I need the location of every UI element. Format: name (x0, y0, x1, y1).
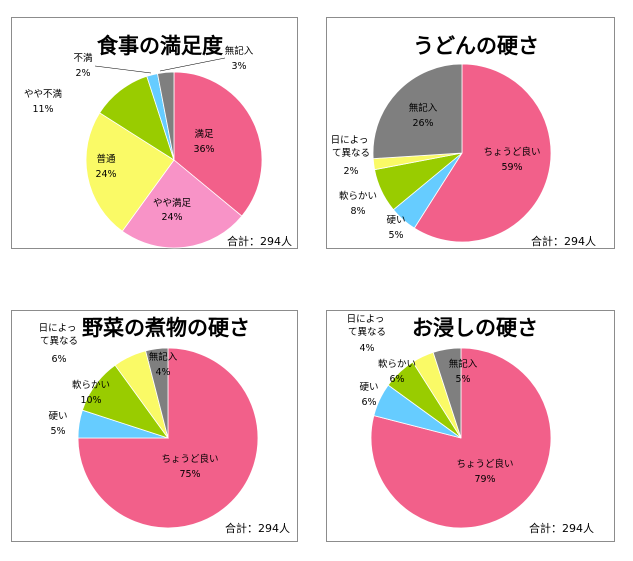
slice-pct: 11% (32, 104, 53, 115)
pie-chart-udon-firmness: うどんの硬さ ちょうど良い 59% 硬い 5% 軟らかい 8% 日によっ て異な… (331, 34, 596, 248)
slice-label: 無記入 (225, 45, 254, 57)
slice-label: やや満足 (153, 198, 192, 209)
slice-pct: 6% (361, 397, 376, 408)
chart-panel-udon-firmness: うどんの硬さ ちょうど良い 59% 硬い 5% 軟らかい 8% 日によっ て異な… (326, 17, 615, 249)
slice-label: 硬い (48, 411, 67, 422)
slice-label: て異なる (332, 148, 370, 159)
slice-label: 軟らかい (339, 190, 377, 202)
pie-chart-ohitashi-firmness: お浸しの硬さ ちょうど良い 79% 硬い 6% 軟らかい 6% 日によっ て異な… (347, 314, 594, 535)
slice-label: ちょうど良い (161, 453, 218, 465)
slice-label: ちょうど良い (483, 146, 540, 158)
slice-label: 不満 (73, 53, 93, 64)
slice-label: やや不満 (24, 89, 63, 100)
slice-pct: 24% (161, 212, 182, 223)
pie-slice (121, 159, 243, 249)
chart-panel-simmered-vegetables-firmness: 野菜の煮物の硬さ ちょうど良い 75% 硬い 5% 軟らかい 10% 日によっ … (11, 310, 298, 542)
slice-label: 日によっ (347, 314, 385, 325)
slice-pct: 3% (231, 61, 246, 72)
chart-title: うどんの硬さ (413, 34, 539, 58)
chart-panel-ohitashi-firmness: お浸しの硬さ ちょうど良い 79% 硬い 6% 軟らかい 6% 日によっ て異な… (326, 310, 615, 542)
total-label: 合計：294人 (531, 234, 596, 248)
pie-chart-meal-satisfaction: 食事の満足度 満足 36% やや満足 24% 普通 24% やや不満 11% 不… (24, 34, 292, 249)
slice-pct: 5% (50, 426, 65, 437)
slice-pct: 75% (179, 469, 200, 480)
leader-line (94, 65, 152, 74)
slice-label: 無記入 (449, 358, 478, 370)
slice-pct: 5% (455, 374, 470, 385)
slice-label-multiline: 日によっ て異なる (39, 323, 80, 347)
pie-slice (173, 71, 263, 217)
slice-label: 硬い (359, 382, 378, 393)
total-label: 合計：294人 (227, 234, 292, 248)
slice-label: て異なる (348, 327, 386, 338)
slice-pct: 59% (501, 162, 522, 173)
slice-pct: 10% (80, 395, 101, 406)
slice-pct: 6% (389, 374, 404, 385)
pie-slice (157, 71, 175, 161)
slice-label: 普通 (96, 153, 116, 165)
pie-slice (145, 347, 169, 439)
pie-slice (372, 63, 463, 160)
slice-label-multiline: 日によっ て異なる (347, 314, 388, 338)
pie-slice (432, 347, 462, 439)
slice-label: て異なる (40, 336, 78, 347)
slice-pct: 4% (155, 367, 170, 378)
slice-pct: 4% (359, 343, 374, 354)
slice-label: 日によっ (331, 135, 369, 146)
slice-label: 日によっ (39, 323, 77, 334)
chart-title: 野菜の煮物の硬さ (82, 316, 250, 340)
pie-slice (413, 63, 552, 243)
slice-label: 軟らかい (378, 358, 416, 370)
slice-pct: 26% (412, 118, 433, 129)
slice-pct: 24% (95, 169, 116, 180)
slice-pct: 2% (343, 166, 358, 177)
leader-line (159, 57, 226, 72)
slice-pct: 2% (75, 68, 90, 79)
total-label: 合計：294人 (529, 521, 594, 535)
slice-pct: 8% (350, 206, 365, 217)
slice-pct: 6% (51, 354, 66, 365)
chart-title: お浸しの硬さ (412, 316, 538, 340)
pie-chart-simmered-vegetables-firmness: 野菜の煮物の硬さ ちょうど良い 75% 硬い 5% 軟らかい 10% 日によっ … (39, 316, 290, 535)
slice-pct: 36% (193, 144, 214, 155)
chart-panel-meal-satisfaction: 食事の満足度 満足 36% やや満足 24% 普通 24% やや不満 11% 不… (11, 17, 298, 249)
slice-pct: 5% (388, 230, 403, 241)
slice-label: 満足 (194, 129, 214, 140)
pie-slice (85, 112, 175, 232)
slice-pct: 79% (474, 474, 495, 485)
slice-label-multiline: 日によっ て異なる (331, 135, 372, 159)
total-label: 合計：294人 (225, 521, 290, 535)
slice-label: 無記入 (149, 351, 178, 363)
slice-label: 無記入 (409, 102, 438, 114)
slice-label: ちょうど良い (456, 458, 513, 470)
slice-label: 硬い (386, 215, 405, 226)
chart-title: 食事の満足度 (97, 34, 223, 58)
slice-label: 軟らかい (72, 379, 110, 391)
